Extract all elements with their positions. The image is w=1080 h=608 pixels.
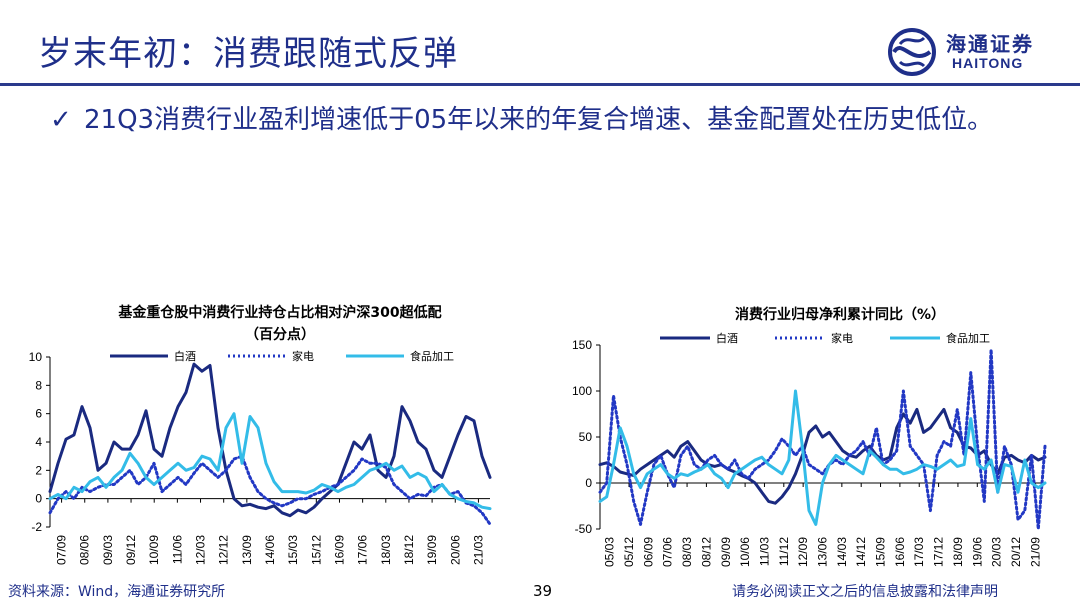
chart1-title-line2: （百分点） (245, 327, 315, 343)
chart1-xtick-label: 15/12 (309, 535, 323, 565)
chart2-xtick-label: 17/12 (932, 537, 946, 567)
chart1-xtick-label: 08/06 (78, 535, 92, 565)
chart1-legend-label-2: 家电 (292, 349, 314, 363)
chart1-title: 基金重仓股中消费行业持仓占比相对沪深300超低配 （百分点） (70, 302, 490, 346)
chart2-xtick-label: 09/09 (719, 537, 733, 567)
chart2-legend-label-3: 食品加工 (946, 331, 990, 345)
chart1-title-line1: 基金重仓股中消费行业持仓占比相对沪深300超低配 (118, 305, 442, 321)
chart2-legend-label-2: 家电 (831, 331, 853, 345)
chart2-xtick-label: 12/09 (796, 537, 810, 567)
logo-text-en: HAITONG (952, 55, 1024, 71)
chart1-ytick-label: -2 (31, 520, 42, 534)
chart1-xtick-label: 15/03 (286, 535, 300, 565)
chart1-ytick-label: 0 (35, 492, 42, 506)
chart1-ytick-label: 6 (35, 407, 42, 421)
chart1-series-line-2 (48, 454, 492, 526)
page-title: 岁末年初：消费跟随式反弹 (38, 34, 458, 74)
chart1-xtick-label: 07/09 (55, 535, 69, 565)
chart2-ytick-label: 50 (579, 430, 593, 444)
chart1-xtick-label: 19/09 (425, 535, 439, 565)
chart1-legend-label-1: 白酒 (174, 349, 196, 363)
chart1-xtick-label: 12/03 (194, 535, 208, 565)
chart1-xtick-label: 20/06 (448, 535, 462, 565)
chart1-xtick-label: 11/06 (170, 535, 184, 564)
chart1-ytick-label: 10 (29, 350, 43, 364)
chart2-xtick-label: 06/09 (641, 537, 655, 567)
chart2-legend-label-1: 白酒 (716, 331, 738, 345)
chart2-xtick-label: 14/03 (835, 537, 849, 567)
chart1-xtick-label: 18/12 (402, 535, 416, 565)
source-note: 资料来源：Wind，海通证券研究所 (8, 584, 226, 600)
chart1-xtick-label: 21/03 (471, 535, 485, 565)
chart2-ytick-label: -50 (575, 522, 593, 536)
chart2-xtick-label: 20/03 (990, 537, 1004, 567)
chart2-xtick-label: 05/03 (603, 537, 617, 567)
bullet-text: 21Q3消费行业盈利增速低于05年以来的年复合增速、基金配置处在历史低位。 (84, 105, 994, 135)
chart2-xtick-label: 20/12 (1009, 537, 1023, 567)
chart2-series-line-3 (598, 389, 1047, 526)
logo-text-cn: 海通证券 (946, 32, 1034, 56)
chart2-ytick-label: 0 (585, 476, 592, 490)
chart2-ytick-label: 100 (572, 384, 592, 398)
chart2-title: 消费行业归母净利累计同比（%） (680, 304, 1000, 326)
chart1-ytick-label: 4 (35, 435, 42, 449)
chart2-series-line-1 (598, 407, 1047, 505)
chart2-title-line1: 消费行业归母净利累计同比（%） (734, 307, 946, 323)
chart1-xtick-label: 09/12 (124, 535, 138, 565)
chart1-xtick-label: 09/03 (101, 535, 115, 565)
chart1-xtick-label: 12/12 (217, 535, 231, 565)
bullet-point: ✓ 21Q3消费行业盈利增速低于05年以来的年复合增速、基金配置处在历史低位。 (50, 96, 1042, 144)
chart2-xtick-label: 08/12 (699, 537, 713, 567)
title-divider (0, 83, 1080, 86)
page-number: 39 (533, 582, 553, 600)
chart1-xtick-label: 10/09 (147, 535, 161, 565)
chart1-xtick-label: 18/03 (379, 535, 393, 565)
chart2-xtick-label: 21/09 (1028, 537, 1042, 567)
chart2-xtick-label: 11/03 (757, 537, 771, 566)
company-logo: 海通证券 HAITONG (886, 26, 1056, 78)
chart1-ytick-label: 8 (35, 378, 42, 392)
chart1-ytick-label: 2 (35, 463, 42, 477)
chart2-series-line-2 (598, 348, 1047, 531)
chart1-xtick-label: 14/06 (263, 535, 277, 565)
chart1-series-line-3 (48, 412, 492, 511)
chart1-xtick-label: 16/09 (332, 535, 346, 565)
chart2-xtick-label: 18/09 (951, 537, 965, 567)
disclaimer: 请务必阅读正文之后的信息披露和法律声明 (732, 584, 998, 600)
chart2-xtick-label: 05/12 (622, 537, 636, 567)
checkmark-icon: ✓ (50, 105, 72, 135)
chart1-legend-label-3: 食品加工 (410, 349, 454, 363)
chart2-xtick-label: 11/12 (777, 537, 791, 566)
chart1-xtick-label: 17/06 (356, 535, 370, 565)
chart2-xtick-label: 16/06 (893, 537, 907, 567)
chart2-ytick-label: 150 (572, 338, 592, 352)
chart2-xtick-label: 14/12 (854, 537, 868, 567)
chart2-xtick-label: 15/09 (874, 537, 888, 567)
chart2-xtick-label: 08/03 (680, 537, 694, 567)
haitong-logo-icon (888, 28, 936, 76)
chart2-xtick-label: 13/06 (816, 537, 830, 567)
chart2-xtick-label: 07/06 (661, 537, 675, 567)
chart1-series-line-1 (48, 362, 492, 518)
chart1-xtick-label: 13/09 (240, 535, 254, 565)
chart2-xtick-label: 10/06 (738, 537, 752, 567)
chart2-xtick-label: 17/03 (912, 537, 926, 567)
chart2-xtick-label: 19/06 (970, 537, 984, 567)
